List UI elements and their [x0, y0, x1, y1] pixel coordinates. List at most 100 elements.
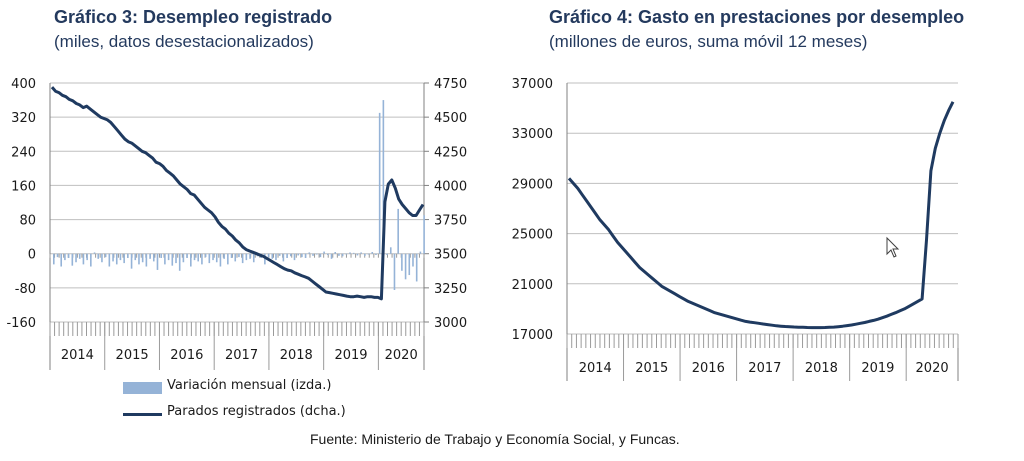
bar	[201, 253, 203, 265]
bar	[378, 112, 381, 254]
bar	[60, 253, 63, 267]
bar	[293, 253, 296, 261]
bar	[219, 253, 222, 267]
chart3-subtitle: (miles, datos desestacionalizados)	[54, 32, 314, 51]
source-note: Fuente: Ministerio de Trabajo y Economía…	[310, 431, 680, 447]
bar	[282, 253, 285, 262]
y-left-tick-label: 400	[11, 77, 36, 92]
y-right-tick-label: 3500	[434, 248, 467, 263]
bar	[367, 253, 370, 255]
bar	[78, 253, 81, 259]
x-tick-label: 2018	[280, 348, 313, 363]
mouse-cursor-icon	[886, 236, 900, 258]
legend-bar-swatch	[123, 382, 162, 394]
bar	[404, 253, 407, 280]
bar	[64, 253, 66, 261]
bar	[356, 253, 359, 256]
bar	[286, 253, 288, 258]
x-tick-label: 2016	[170, 348, 203, 363]
bar	[334, 252, 337, 254]
y-right-tick-label: 3750	[434, 214, 467, 229]
x-tick-label: 2019	[861, 361, 894, 376]
bar	[212, 253, 214, 261]
y-tick-label: 33000	[512, 127, 553, 142]
bar	[345, 253, 348, 255]
bar	[312, 253, 314, 256]
legend-line-swatch	[123, 413, 162, 416]
bar	[352, 252, 355, 254]
bar	[364, 253, 366, 256]
bar	[397, 208, 399, 254]
bar	[408, 253, 411, 276]
bar	[245, 253, 248, 261]
y-left-tick-label: 240	[11, 145, 36, 160]
y-tick-label: 37000	[512, 77, 553, 92]
bar	[86, 253, 88, 261]
bar	[252, 253, 255, 263]
y-right-tick-label: 4500	[434, 111, 467, 126]
bar	[186, 253, 188, 258]
bar	[271, 253, 274, 259]
x-tick-label: 2020	[385, 348, 418, 363]
legend-line-label: Parados registrados (dcha.)	[167, 404, 346, 419]
bar	[101, 253, 103, 263]
bar	[330, 253, 333, 259]
bar	[175, 253, 177, 264]
bar	[315, 253, 318, 255]
bar	[278, 253, 281, 256]
bar	[238, 253, 240, 258]
bar	[67, 253, 70, 258]
bar	[190, 253, 192, 267]
bar	[301, 253, 303, 258]
chart3-plot: 400 4750 320 4500 240 4250 160 4000 80 3750 0 3500 -…	[6, 77, 467, 370]
bar	[115, 253, 118, 265]
y-tick-label: 17000	[512, 328, 553, 343]
y-left-tick-label: 80	[19, 214, 36, 229]
bar	[90, 253, 92, 267]
bar	[386, 253, 388, 255]
x-tick-label: 2018	[805, 361, 838, 376]
bar	[197, 253, 200, 262]
bar	[327, 253, 329, 255]
bar	[127, 253, 129, 258]
bar	[75, 253, 77, 263]
x-tick-label: 2014	[61, 348, 94, 363]
x-tick-label: 2017	[225, 348, 258, 363]
bar	[412, 253, 414, 267]
bar	[152, 253, 155, 262]
bar	[360, 252, 362, 254]
bar	[208, 253, 211, 264]
x-tick-label: 2015	[635, 361, 668, 376]
bar	[415, 253, 418, 282]
bar	[112, 253, 114, 262]
y-left-tick-label: 160	[11, 179, 36, 194]
y-tick-label: 25000	[512, 228, 553, 243]
bar	[71, 253, 74, 266]
bar	[97, 253, 100, 259]
bar	[267, 253, 270, 258]
chart4-plot: 37000 33000 29000 25000 21000 17000 2014 2015 20…	[512, 77, 959, 381]
y-right-tick-label: 4000	[434, 179, 467, 194]
bar	[160, 253, 162, 258]
bar	[323, 251, 325, 254]
bar	[249, 253, 251, 259]
bar	[156, 253, 159, 270]
bar	[193, 253, 196, 261]
bar	[304, 253, 307, 258]
bar	[375, 253, 377, 255]
bar	[382, 100, 385, 254]
bar	[119, 253, 122, 261]
bar	[319, 253, 322, 258]
y-right-tick-label: 3000	[434, 316, 467, 331]
bar	[371, 252, 374, 254]
chart4-title: Gráfico 4: Gasto en prestaciones por des…	[549, 7, 965, 27]
bar	[338, 253, 340, 256]
legend-bar-label: Variación mensual (izda.)	[167, 378, 332, 393]
bar	[264, 253, 266, 265]
bar	[401, 253, 403, 271]
bar	[341, 253, 344, 257]
bar	[349, 252, 351, 254]
bar	[164, 253, 166, 265]
bar	[423, 215, 425, 254]
bar	[178, 253, 181, 271]
